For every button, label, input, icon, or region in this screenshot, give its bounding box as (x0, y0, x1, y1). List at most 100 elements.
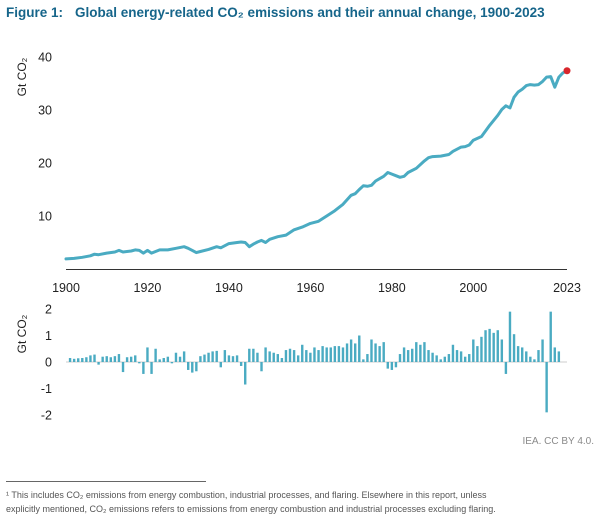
annual-change-bar (223, 350, 227, 362)
annual-change-bar (362, 359, 365, 362)
annual-change-bar (260, 362, 263, 372)
annual-change-bar (537, 350, 540, 362)
annual-change-bar (239, 362, 243, 366)
x-tick-label: 2000 (459, 281, 487, 295)
annual-change-bar (325, 347, 328, 363)
annual-change-bar (89, 355, 92, 363)
figure-title: Figure 1: Global energy-related CO₂ emiss… (6, 5, 545, 20)
annual-change-bar (549, 311, 552, 362)
annual-change-bar (439, 359, 442, 362)
annual-change-bar (235, 355, 239, 363)
footnote: ¹ This includes CO₂ emissions from energ… (6, 488, 606, 516)
bar-y-axis-label: Gt CO₂ (15, 314, 29, 353)
annual-change-bar (329, 347, 332, 363)
annual-change-bar (158, 359, 161, 362)
annual-change-bar (211, 351, 214, 362)
annual-change-bar (150, 362, 153, 374)
annual-change-bar (484, 330, 487, 362)
annual-change-bar (280, 358, 284, 362)
annual-change-bar (219, 362, 222, 368)
annual-change-bar (374, 343, 377, 362)
annual-change-bar (516, 346, 520, 362)
annual-change-bar (402, 347, 406, 363)
annual-change-bar (101, 356, 104, 362)
annual-change-bar (427, 350, 430, 362)
annual-change-bar (431, 352, 434, 362)
annual-change-bar (313, 347, 316, 363)
annual-change-bar (500, 339, 504, 362)
footnote-divider (6, 481, 206, 482)
annual-change-bar (227, 355, 231, 363)
annual-change-bar (419, 344, 422, 362)
chart-credit: IEA. CC BY 4.0. (522, 436, 594, 447)
annual-change-bar (113, 356, 117, 362)
annual-change-bar (207, 352, 210, 362)
annual-change-bar (191, 362, 194, 373)
annual-change-bar (121, 362, 125, 373)
annual-change-bar (97, 362, 100, 365)
annual-change-bar (256, 352, 259, 362)
annual-change-bar (529, 356, 532, 362)
annual-change-bar (142, 362, 145, 374)
annual-change-bar (154, 348, 157, 362)
annual-change-bar (480, 336, 483, 362)
line-y-tick-label: 10 (38, 210, 52, 224)
annual-change-bar (317, 350, 320, 362)
annual-change-bar (252, 348, 255, 362)
annual-change-bar (292, 350, 296, 362)
annual-change-bar (451, 344, 455, 362)
annual-change-bar (468, 354, 471, 362)
annual-change-bar (72, 358, 76, 362)
annual-change-bar (504, 362, 508, 374)
emissions-line (64, 69, 569, 261)
annual-change-bar (85, 357, 88, 362)
annual-change-bar (492, 332, 495, 362)
annual-change-bar (109, 357, 112, 362)
annual-change-bar (284, 350, 288, 362)
annual-change-bar (162, 358, 165, 362)
annual-change-bar (443, 356, 446, 362)
annual-change-bar (174, 352, 178, 362)
line-y-tick-label: 20 (38, 157, 52, 171)
annual-change-bar (182, 351, 186, 362)
annual-change-bar (394, 362, 398, 368)
annual-change-bar (496, 330, 499, 362)
annual-change-bar (231, 356, 235, 362)
figure-label: Figure 1: (6, 5, 64, 20)
x-tick-label: 1980 (378, 281, 406, 295)
annual-change-bar (447, 354, 451, 362)
annual-change-bar (463, 356, 467, 362)
annual-change-bar (68, 358, 72, 362)
annual-change-bar (203, 354, 206, 362)
annual-change-bar (187, 362, 190, 370)
annual-change-bar (244, 362, 247, 385)
annual-change-bar (195, 362, 198, 372)
footnote-line-1: ¹ This includes CO₂ emissions from energ… (6, 490, 487, 500)
line-y-tick-label: 40 (38, 51, 52, 65)
annual-change-bar (545, 362, 548, 413)
x-tick-label: 2023 (553, 281, 581, 295)
annual-change-bar (525, 351, 528, 362)
annual-change-bar (354, 343, 357, 362)
annual-change-bar (386, 362, 389, 369)
annual-change-bar (272, 352, 275, 362)
annual-change-bar (533, 359, 536, 362)
annual-change-bar (215, 350, 218, 362)
x-tick-label: 1940 (215, 281, 243, 295)
line-y-tick-label: 30 (38, 104, 52, 118)
annual-change-bar (488, 328, 491, 363)
bar-y-tick-label: -2 (41, 409, 52, 423)
annual-change-bar (296, 355, 300, 363)
annual-change-bar (93, 354, 96, 362)
bar-y-tick-label: 0 (45, 356, 52, 370)
annual-change-bar (337, 346, 341, 362)
annual-change-bar (264, 347, 267, 363)
annual-change-bar (268, 351, 271, 362)
annual-change-bar (459, 351, 463, 362)
annual-change-bar (349, 339, 353, 362)
annual-change-bar (117, 354, 121, 362)
annual-change-bar (276, 354, 279, 362)
annual-change-bar (476, 346, 479, 362)
annual-change-bar (366, 354, 369, 362)
